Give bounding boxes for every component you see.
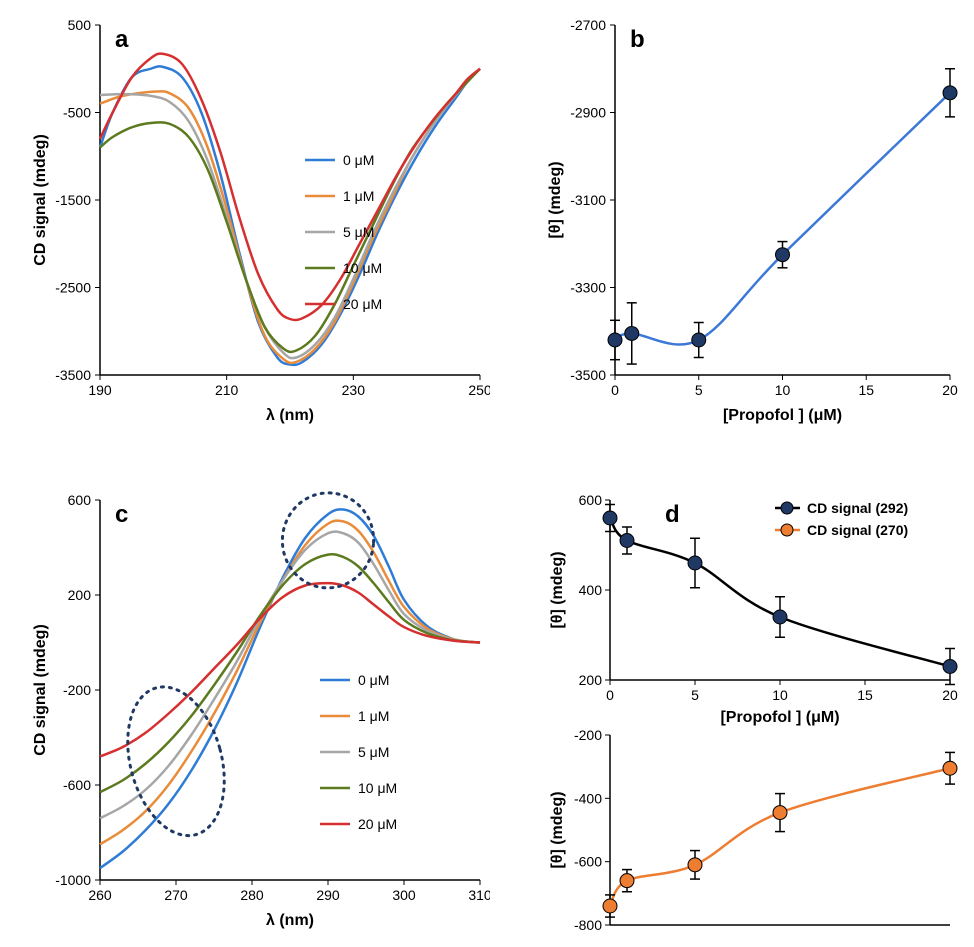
svg-text:[θ] (mdeg): [θ] (mdeg) — [547, 161, 564, 238]
svg-text:-600: -600 — [574, 854, 602, 870]
svg-text:-400: -400 — [574, 790, 602, 806]
svg-text:CD signal (292): CD signal (292) — [807, 500, 908, 516]
panel-a: 190 210 230 250 -3500 -2500 -1500 -500 500 λ (nm)… — [20, 5, 490, 435]
svg-text:CD signal (mdeg): CD signal (mdeg) — [32, 624, 49, 756]
panel-d-content: 200 400 600 0 5 10 15 20 [Propofol ] (μM) [θ] (md… — [549, 492, 958, 930]
svg-text:1 μM: 1 μM — [358, 708, 389, 724]
svg-text:20: 20 — [942, 687, 958, 703]
svg-text:CD signal (270): CD signal (270) — [807, 522, 908, 538]
svg-text:5: 5 — [691, 687, 699, 703]
svg-text:310: 310 — [468, 887, 490, 903]
svg-text:250: 250 — [468, 382, 490, 398]
svg-text:-2900: -2900 — [570, 105, 606, 121]
svg-text:1 μM: 1 μM — [343, 188, 374, 204]
svg-text:0 μM: 0 μM — [343, 152, 374, 168]
figure-container: 190210230250-3500-2500-1500-500500λ (nm)… — [0, 0, 974, 947]
svg-text:-1000: -1000 — [55, 872, 91, 888]
svg-text:[Propofol ] (μM): [Propofol ] (μM) — [720, 709, 839, 726]
panel-a-content: 190 210 230 250 -3500 -2500 -1500 -500 500 λ (nm)… — [32, 17, 490, 424]
svg-text:-1500: -1500 — [55, 192, 91, 208]
svg-text:-3300: -3300 — [570, 280, 606, 296]
svg-text:290: 290 — [316, 887, 340, 903]
svg-text:-3500: -3500 — [55, 367, 91, 383]
svg-text:200: 200 — [579, 672, 603, 688]
svg-text:b: b — [630, 26, 645, 53]
svg-text:5: 5 — [695, 382, 703, 398]
svg-text:[Propofol ] (μM): [Propofol ] (μM) — [723, 407, 842, 424]
svg-text:190: 190 — [88, 382, 112, 398]
svg-text:-600: -600 — [63, 777, 91, 793]
svg-text:280: 280 — [240, 887, 264, 903]
svg-text:20 μM: 20 μM — [343, 296, 382, 312]
svg-text:20 μM: 20 μM — [358, 816, 397, 832]
svg-text:10 μM: 10 μM — [358, 780, 397, 796]
svg-text:5 μM: 5 μM — [343, 224, 374, 240]
svg-text:400: 400 — [579, 582, 603, 598]
svg-text:0: 0 — [606, 687, 614, 703]
svg-text:λ (nm): λ (nm) — [266, 407, 314, 424]
svg-text:λ (nm): λ (nm) — [266, 912, 314, 929]
svg-text:15: 15 — [858, 382, 874, 398]
svg-text:300: 300 — [392, 887, 416, 903]
svg-text:10: 10 — [772, 687, 788, 703]
panel-c: 260 270 280 290 300 310 -1000 -600 -200 200 600 λ (… — [20, 480, 490, 930]
svg-text:210: 210 — [215, 382, 239, 398]
svg-text:-2500: -2500 — [55, 280, 91, 296]
svg-text:230: 230 — [342, 382, 366, 398]
svg-text:[θ] (mdeg): [θ] (mdeg) — [549, 551, 566, 628]
svg-text:270: 270 — [164, 887, 188, 903]
svg-text:d: d — [665, 501, 680, 528]
svg-text:5 μM: 5 μM — [358, 744, 389, 760]
svg-text:-3500: -3500 — [570, 367, 606, 383]
svg-text:0: 0 — [611, 382, 619, 398]
svg-text:[θ] (mdeg): [θ] (mdeg) — [549, 791, 566, 868]
svg-text:200: 200 — [68, 587, 92, 603]
svg-text:CD signal (mdeg): CD signal (mdeg) — [32, 134, 49, 266]
panel-b: 0 5 10 15 20 -3500 -3300 -3100 -2900 -2700 [Propof… — [540, 5, 960, 435]
svg-text:260: 260 — [88, 887, 112, 903]
svg-text:-500: -500 — [63, 105, 91, 121]
svg-text:500: 500 — [68, 17, 92, 33]
svg-text:-800: -800 — [574, 917, 602, 930]
svg-text:10 μM: 10 μM — [343, 260, 382, 276]
svg-text:-200: -200 — [574, 727, 602, 743]
panel-b-content: 0 5 10 15 20 -3500 -3300 -3100 -2900 -2700 [Propof… — [547, 17, 958, 424]
svg-text:20: 20 — [942, 382, 958, 398]
svg-text:0 μM: 0 μM — [358, 672, 389, 688]
svg-text:10: 10 — [775, 382, 791, 398]
svg-text:15: 15 — [857, 687, 873, 703]
svg-text:-3100: -3100 — [570, 192, 606, 208]
svg-text:-200: -200 — [63, 682, 91, 698]
svg-text:a: a — [115, 26, 129, 53]
svg-text:c: c — [115, 501, 128, 528]
svg-text:600: 600 — [68, 492, 92, 508]
svg-text:600: 600 — [579, 492, 603, 508]
panel-d: 200 400 600 0 5 10 15 20 [Propofol ] (μM) [θ] (md… — [540, 480, 960, 930]
svg-text:-2700: -2700 — [570, 17, 606, 33]
panel-c-content: 260 270 280 290 300 310 -1000 -600 -200 200 600 λ (… — [32, 489, 490, 929]
